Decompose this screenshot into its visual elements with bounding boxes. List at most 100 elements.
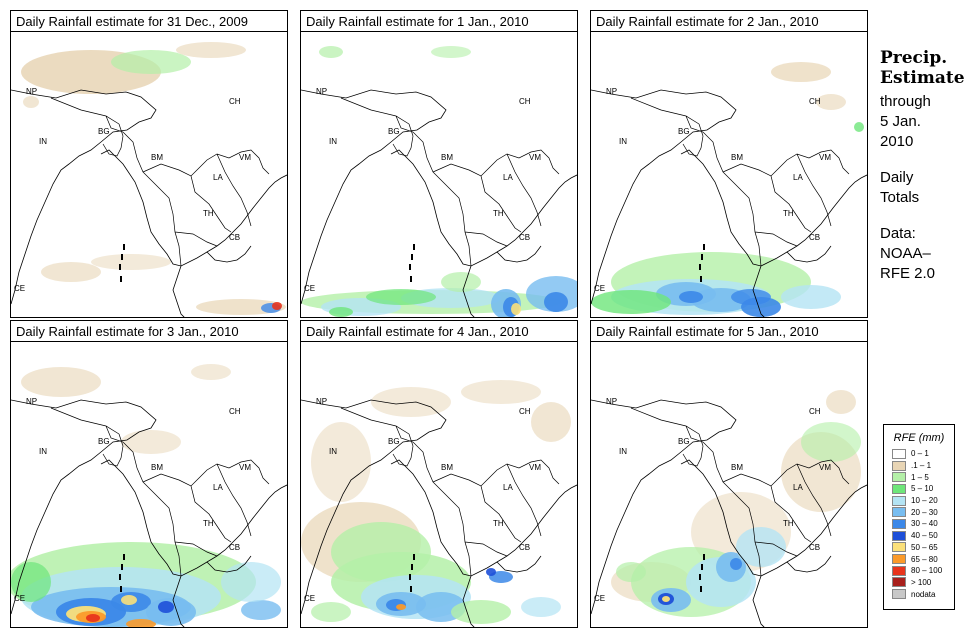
- country-label-in: IN: [39, 137, 47, 146]
- rainfall-area: [511, 303, 521, 315]
- legend-label: .1 – 1: [911, 461, 932, 471]
- rainfall-area: [662, 596, 670, 602]
- legend-item: 30 – 40: [884, 518, 954, 530]
- rainfall-area: [371, 387, 451, 417]
- island: [119, 264, 121, 270]
- rainfall-area: [816, 94, 846, 110]
- island: [123, 554, 125, 560]
- country-label-vm: VM: [239, 153, 251, 162]
- legend-item: 5 – 10: [884, 483, 954, 495]
- country-borders: [50, 407, 270, 577]
- country-label-in: IN: [329, 137, 337, 146]
- side-date-line1: 5 Jan.: [880, 113, 921, 130]
- rainfall-area: [241, 600, 281, 620]
- country-label-vm: VM: [529, 463, 541, 472]
- island: [699, 574, 701, 580]
- country-label-ce: CE: [304, 284, 315, 293]
- coastline: [591, 399, 867, 627]
- side-source-line2: RFE 2.0: [880, 265, 936, 282]
- rainfall-area: [121, 430, 181, 454]
- legend-swatch: [892, 530, 906, 541]
- rainfall-area: [591, 290, 671, 314]
- rainfall-area: [319, 46, 343, 58]
- country-label-bm: BM: [441, 153, 453, 162]
- country-label-bg: BG: [98, 437, 110, 446]
- legend-item: 65 – 80: [884, 553, 954, 565]
- side-source-line1: NOAA–: [880, 245, 931, 262]
- map-panel-jan2: Daily Rainfall estimate for 2 Jan., 2010…: [590, 10, 870, 318]
- island: [411, 564, 413, 570]
- legend-item: 20 – 30: [884, 506, 954, 518]
- country-label-bg: BG: [678, 127, 690, 136]
- country-label-bm: BM: [151, 463, 163, 472]
- island: [701, 254, 703, 260]
- rainfall-area: [329, 307, 353, 317]
- side-title-line1: Precip.: [880, 48, 948, 68]
- country-borders: [630, 97, 850, 267]
- country-label-vm: VM: [819, 463, 831, 472]
- rainfall-area: [854, 122, 864, 132]
- rainfall-area: [521, 597, 561, 617]
- rainfall-area: [272, 302, 282, 310]
- legend-swatch: [892, 460, 906, 471]
- legend-label: 0 – 1: [911, 449, 929, 459]
- country-label-th: TH: [493, 519, 504, 528]
- side-data-label: Data:: [880, 225, 916, 242]
- rainfall-map: NP CH IN BG BM VM LA TH CB CE: [10, 31, 288, 318]
- legend-label: 10 – 20: [911, 496, 938, 506]
- rainfall-area: [41, 262, 101, 282]
- country-label-ce: CE: [14, 284, 25, 293]
- coastline: [591, 89, 867, 317]
- country-label-vm: VM: [529, 153, 541, 162]
- rainfall-area: [826, 390, 856, 414]
- country-label-la: LA: [503, 173, 513, 182]
- country-label-cb: CB: [229, 543, 240, 552]
- legend-title: RFE (mm): [893, 432, 945, 444]
- country-label-in: IN: [619, 447, 627, 456]
- country-label-ch: CH: [809, 407, 821, 416]
- country-label-ch: CH: [229, 97, 241, 106]
- panel-title: Daily Rainfall estimate for 3 Jan., 2010: [10, 320, 288, 342]
- rainfall-area: [544, 292, 568, 312]
- legend-item: 50 – 65: [884, 542, 954, 554]
- country-label-ce: CE: [594, 594, 605, 603]
- rainfall-map: NP CH IN BG BM VM LA TH CB CE: [10, 341, 288, 628]
- country-borders: [340, 407, 560, 577]
- legend-swatch: [892, 565, 906, 576]
- island: [120, 276, 122, 282]
- island: [699, 264, 701, 270]
- legend-label: nodata: [911, 589, 936, 599]
- legend-label: 40 – 50: [911, 531, 938, 541]
- rainfall-area: [191, 364, 231, 380]
- country-label-cb: CB: [809, 233, 820, 242]
- country-label-ce: CE: [14, 594, 25, 603]
- country-label-bg: BG: [388, 437, 400, 446]
- country-label-la: LA: [213, 483, 223, 492]
- side-daily: Daily: [880, 169, 914, 186]
- rainfall-area: [730, 558, 742, 570]
- island: [123, 244, 125, 250]
- legend-label: 20 – 30: [911, 507, 938, 517]
- side-date-line2: 2010: [880, 133, 914, 150]
- panel-title: Daily Rainfall estimate for 5 Jan., 2010: [590, 320, 868, 342]
- country-label-th: TH: [203, 519, 214, 528]
- legend-swatch: [892, 483, 906, 494]
- rainfall-area: [461, 380, 541, 404]
- rainfall-area: [221, 562, 281, 602]
- legend-swatch: [892, 577, 906, 588]
- rainfall-area: [121, 595, 137, 605]
- legend-label: 65 – 80: [911, 554, 938, 564]
- island: [703, 554, 705, 560]
- side-through: through: [880, 93, 931, 110]
- island: [121, 564, 123, 570]
- map-canvas: NP CH IN BG BM VM LA TH CB CE: [301, 46, 577, 317]
- rainfall-area: [111, 50, 191, 74]
- rainfall-area: [731, 289, 771, 305]
- country-label-ch: CH: [809, 97, 821, 106]
- country-label-la: LA: [503, 483, 513, 492]
- legend-item: 1 – 5: [884, 471, 954, 483]
- rainfall-area: [86, 614, 100, 622]
- coastline: [11, 399, 287, 627]
- rainfall-area: [11, 562, 51, 602]
